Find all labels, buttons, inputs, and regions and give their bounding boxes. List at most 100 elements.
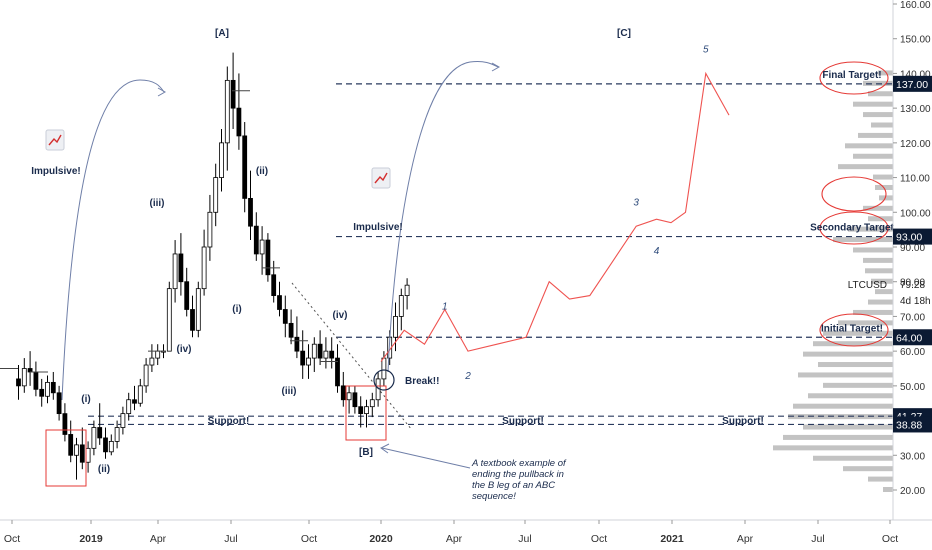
- wave-label: (i): [232, 304, 241, 315]
- y-tick-label: 160.00: [900, 0, 931, 11]
- y-tick-label: 30.00: [900, 451, 925, 462]
- candle-body: [207, 211, 213, 248]
- volume-bar: [853, 309, 893, 315]
- candle-body: [166, 288, 172, 352]
- candle-body: [219, 142, 224, 178]
- candle-body: [132, 399, 137, 404]
- volume-bar: [853, 101, 893, 107]
- x-tick-label: 2020: [369, 533, 393, 545]
- candle-body: [21, 368, 27, 387]
- note-arrow: [381, 447, 471, 469]
- wave-label: [A]: [215, 28, 229, 39]
- price-tag-label: 38.88: [896, 419, 922, 431]
- countdown-label: 4d 18h: [900, 296, 931, 307]
- volume-bar: [868, 91, 893, 97]
- x-tick-label: Apr: [150, 533, 167, 545]
- candle-body: [323, 350, 329, 359]
- note-line: the B leg of an ABC: [472, 480, 555, 491]
- candle-body: [236, 107, 242, 137]
- x-tick-label: Oct: [591, 533, 607, 545]
- y-tick-label: 140.00: [900, 69, 931, 80]
- candle-body: [74, 444, 79, 456]
- level-lines: Support! Support! Support!: [88, 83, 893, 427]
- candle-body: [155, 350, 161, 359]
- candle-body: [178, 253, 184, 283]
- candle-body: [91, 427, 97, 449]
- candle-body: [248, 197, 253, 227]
- impulse-arc-1: [61, 79, 165, 401]
- candle-body: [381, 357, 387, 380]
- candle-body: [288, 322, 294, 338]
- note-line: sequence!: [472, 491, 516, 502]
- chart-up-icon-line: [48, 134, 62, 146]
- volume-bar: [865, 268, 893, 274]
- candle-body: [213, 177, 219, 213]
- volume-bar: [863, 112, 893, 118]
- break-label: Break!!: [405, 376, 439, 387]
- candle-body: [329, 350, 335, 359]
- candle-body: [103, 437, 108, 453]
- candle-body: [271, 274, 277, 296]
- candle-body: [56, 392, 62, 415]
- candle-body: [398, 295, 404, 317]
- volume-bar: [868, 299, 893, 305]
- volume-bar: [783, 434, 893, 440]
- volume-bar: [871, 122, 893, 128]
- volume-bar: [863, 205, 893, 211]
- x-tick-label: Oct: [882, 533, 898, 545]
- wave-label: (iii): [150, 198, 165, 209]
- candle-body: [68, 434, 74, 456]
- candle-body: [97, 427, 103, 439]
- volume-bar: [803, 351, 893, 357]
- candle-body: [294, 336, 300, 352]
- candle-body: [114, 427, 120, 442]
- candle-body: [33, 371, 39, 390]
- target-ellipse: [819, 313, 889, 347]
- volume-bar: [853, 247, 893, 253]
- candle-body: [340, 385, 346, 401]
- y-tick-label: 120.00: [900, 139, 931, 150]
- target-label: Secondary Target: [810, 223, 894, 234]
- volume-bar: [868, 216, 893, 222]
- volume-bar: [798, 372, 893, 378]
- price-tag-label: 137.00: [896, 79, 928, 91]
- volume-bar: [808, 393, 893, 399]
- volume-bar: [883, 487, 893, 492]
- y-tick-label: 80.00: [900, 278, 925, 289]
- volume-bar: [813, 455, 893, 461]
- wave-label: (ii): [256, 166, 268, 177]
- candle-body: [201, 246, 207, 290]
- impulsive-label-1: Impulsive!: [31, 166, 80, 177]
- volume-bar: [875, 289, 893, 295]
- candle-body: [85, 447, 91, 463]
- candle-body: [79, 444, 85, 463]
- candle-body: [300, 350, 306, 366]
- volume-bar: [871, 278, 893, 284]
- volume-bar: [838, 164, 893, 170]
- x-tick-label: Oct: [301, 533, 317, 545]
- projection-wave-label: 2: [464, 371, 471, 382]
- support-label: Support!: [722, 416, 764, 427]
- target-label: Initial Target!: [821, 323, 883, 334]
- impulsive-label-2: Impulsive!: [353, 222, 402, 233]
- pattern-box-2: [345, 385, 387, 441]
- candle-body: [50, 381, 56, 394]
- volume-bar: [818, 362, 893, 368]
- volume-bar: [803, 424, 893, 430]
- candle-body: [16, 378, 21, 387]
- volume-bar: [813, 341, 893, 347]
- candle-body: [137, 385, 143, 404]
- volume-bar: [833, 237, 893, 243]
- candle-body: [404, 284, 410, 296]
- candle-body: [364, 406, 369, 415]
- x-tick-label: Jul: [224, 533, 237, 545]
- price-tag: [893, 228, 932, 245]
- projection-wave-label: 1: [442, 301, 448, 312]
- candle-body: [306, 357, 311, 366]
- price-tag-label: 64.00: [896, 332, 922, 344]
- target-ellipse: [819, 61, 889, 95]
